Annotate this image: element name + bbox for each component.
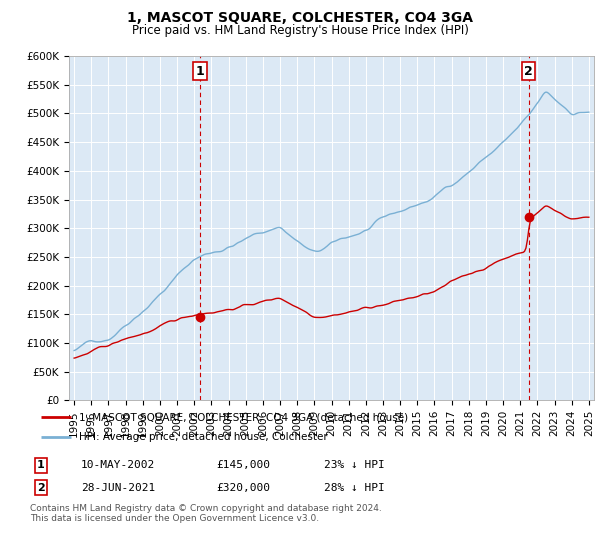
Text: 1, MASCOT SQUARE, COLCHESTER, CO4 3GA (detached house): 1, MASCOT SQUARE, COLCHESTER, CO4 3GA (d… bbox=[79, 412, 408, 422]
Text: 2: 2 bbox=[524, 64, 533, 78]
Text: £320,000: £320,000 bbox=[216, 483, 270, 493]
Text: Price paid vs. HM Land Registry's House Price Index (HPI): Price paid vs. HM Land Registry's House … bbox=[131, 24, 469, 36]
Text: Contains HM Land Registry data © Crown copyright and database right 2024.
This d: Contains HM Land Registry data © Crown c… bbox=[30, 504, 382, 524]
Text: HPI: Average price, detached house, Colchester: HPI: Average price, detached house, Colc… bbox=[79, 432, 328, 442]
Text: 1: 1 bbox=[196, 64, 204, 78]
Text: 28% ↓ HPI: 28% ↓ HPI bbox=[324, 483, 385, 493]
Text: 28-JUN-2021: 28-JUN-2021 bbox=[81, 483, 155, 493]
Text: 2: 2 bbox=[37, 483, 44, 493]
Text: £145,000: £145,000 bbox=[216, 460, 270, 470]
Text: 23% ↓ HPI: 23% ↓ HPI bbox=[324, 460, 385, 470]
Text: 1, MASCOT SQUARE, COLCHESTER, CO4 3GA: 1, MASCOT SQUARE, COLCHESTER, CO4 3GA bbox=[127, 11, 473, 25]
Text: 10-MAY-2002: 10-MAY-2002 bbox=[81, 460, 155, 470]
Text: 1: 1 bbox=[37, 460, 44, 470]
